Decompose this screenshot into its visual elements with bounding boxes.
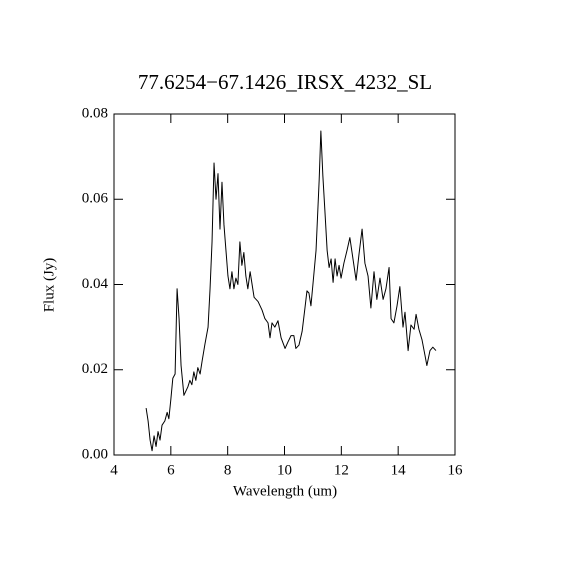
y-tick-label: 0.08 xyxy=(82,105,108,121)
y-tick-label: 0.02 xyxy=(82,361,108,377)
y-axis-label: Flux (Jy) xyxy=(41,258,57,313)
spectrum-line xyxy=(145,130,437,452)
x-tick-label: 10 xyxy=(277,462,292,478)
x-tick-label: 4 xyxy=(110,462,118,478)
x-tick-label: 6 xyxy=(167,462,175,478)
x-tick-label: 8 xyxy=(224,462,232,478)
x-tick-label: 12 xyxy=(334,462,349,478)
y-tick-label: 0.06 xyxy=(82,191,109,207)
chart-title: 77.6254−67.1426_IRSX_4232_SL xyxy=(138,70,432,94)
x-tick-label: 16 xyxy=(448,462,464,478)
y-tick-label: 0.04 xyxy=(82,276,109,292)
x-axis-label: Wavelength (um) xyxy=(233,483,337,499)
y-tick-label: 0.00 xyxy=(82,446,108,462)
x-tick-label: 14 xyxy=(391,462,407,478)
